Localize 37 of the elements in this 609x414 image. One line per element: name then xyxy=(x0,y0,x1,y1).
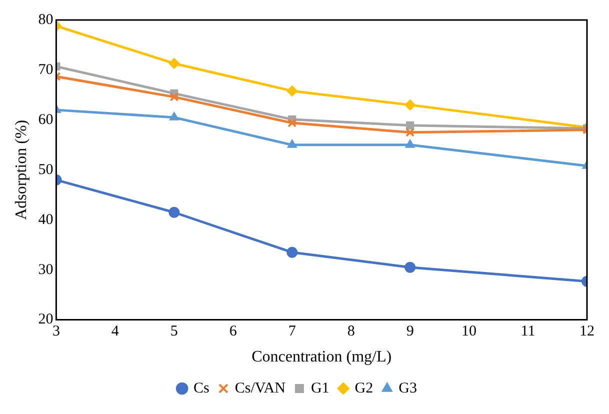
legend-label: G1 xyxy=(310,380,330,396)
legend-label: Cs xyxy=(194,380,210,396)
point xyxy=(286,85,298,96)
x-tick-label: 5 xyxy=(170,324,178,340)
y-tick-label: 60 xyxy=(38,112,54,128)
point xyxy=(288,118,297,128)
x-tick-label: 11 xyxy=(520,324,536,340)
y-tick-label: 30 xyxy=(38,262,54,278)
x-tick-label: 10 xyxy=(462,324,477,340)
point xyxy=(286,246,298,258)
point xyxy=(168,58,180,69)
x-tick-label: 9 xyxy=(406,324,414,340)
point xyxy=(168,206,180,218)
legend-label: Cs/VAN xyxy=(234,380,286,396)
point xyxy=(405,139,415,148)
y-tick-label: 20 xyxy=(38,312,54,328)
x-tick-label: 12 xyxy=(580,324,594,340)
x-tick-label: 7 xyxy=(288,324,296,340)
x-tick-label: 8 xyxy=(347,324,355,340)
point xyxy=(404,99,416,110)
y-tick-label: 40 xyxy=(38,212,54,228)
x-tick-label: 3 xyxy=(52,324,60,340)
point xyxy=(404,262,416,273)
x-axis-title: Concentration (mg/L) xyxy=(252,348,392,366)
y-axis-title: Adsorption (%) xyxy=(12,120,30,220)
legend-label: G3 xyxy=(398,380,417,396)
point xyxy=(169,112,179,120)
point xyxy=(406,121,414,130)
x-tick-label: 6 xyxy=(229,324,238,340)
point xyxy=(170,92,179,102)
point xyxy=(287,139,297,148)
y-tick-label: 80 xyxy=(38,12,54,28)
y-tick-label: 70 xyxy=(38,62,54,78)
y-tick-label: 50 xyxy=(38,162,54,178)
point xyxy=(406,128,415,137)
legend-label: G2 xyxy=(354,380,374,396)
x-tick-label: 4 xyxy=(111,324,120,340)
